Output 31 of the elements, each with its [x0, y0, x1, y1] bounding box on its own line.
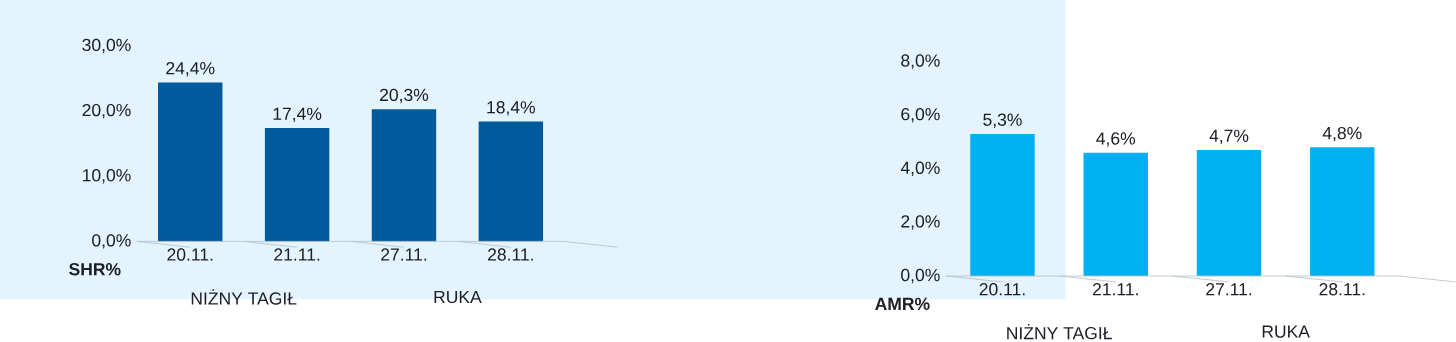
data-label: 24,4% [166, 62, 215, 77]
y-axis-title: SHR% [69, 263, 121, 276]
data-label: 4,7% [1209, 129, 1249, 145]
data-label: 20,3% [380, 88, 429, 104]
y-tick-label: 2,0% [901, 215, 940, 230]
y-tick-label: 6,0% [901, 108, 940, 123]
y-tick-label: 30,0% [82, 38, 131, 54]
x-tick-label: 20.11. [167, 248, 213, 261]
text: NIŻNY TAGIŁ [1007, 324, 1112, 340]
data-label: 18,4% [487, 101, 536, 116]
x-tick-label: 28.11. [1319, 283, 1365, 296]
y-axis-title: AMR% [875, 297, 930, 311]
x-tick-label: 27.11. [1206, 283, 1252, 296]
data-label: 17,4% [273, 107, 322, 123]
data-label: 4,6% [1096, 132, 1136, 147]
y-tick-label: 20,0% [82, 103, 131, 119]
text: RUKA [1262, 325, 1310, 338]
x-tick-label: 21.11. [274, 248, 320, 261]
y-tick-label: 8,0% [901, 54, 940, 69]
data-label: 4,8% [1322, 127, 1362, 142]
y-tick-label: 0,0% [901, 268, 940, 284]
text: RUKA [434, 291, 482, 304]
y-tick-label: 10,0% [83, 169, 131, 184]
x-tick-label: 28.11. [488, 248, 533, 261]
x-tick-label: 27.11. [381, 248, 427, 261]
x-tick-label: 20.11. [979, 283, 1025, 296]
y-tick-label: 0,0% [92, 234, 131, 249]
data-label: 5,3% [983, 113, 1022, 129]
x-tick-label: 21.11. [1092, 283, 1138, 296]
text: NIŻNY TAGIŁ [191, 289, 297, 305]
y-tick-label: 4,0% [900, 161, 940, 177]
